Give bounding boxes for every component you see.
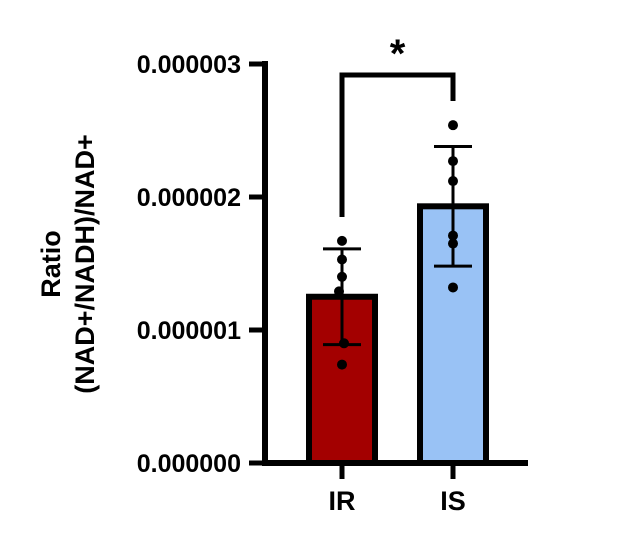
data-point-is-4 (448, 230, 458, 241)
y-axis-title-line-2: (NAD+/NADH)/NAD+ (70, 134, 100, 394)
data-point-is-5 (448, 238, 458, 249)
y-axis-title: Ratio (NAD+/NADH)/NAD+ (36, 134, 100, 394)
x-tick-label-ir: IR (329, 486, 356, 516)
data-point-is-6 (448, 282, 458, 293)
significance-label: * (390, 32, 406, 76)
data-point-ir-3 (337, 271, 347, 282)
y-axis-title-line-1: Ratio (36, 230, 66, 298)
data-point-ir-5 (339, 338, 349, 349)
y-tick-label-0: 0.000000 (137, 450, 241, 478)
y-tick-label-1: 0.000001 (137, 317, 241, 345)
labels-layer: 0.000000 0.000001 0.000002 0.000003 IR IS * (137, 32, 466, 516)
data-point-is-3 (448, 176, 458, 187)
significance-bracket (339, 72, 456, 217)
data-point-ir-1 (337, 235, 347, 246)
axes-layer (249, 61, 528, 479)
data-point-is-2 (448, 156, 458, 167)
data-point-ir-2 (337, 254, 347, 265)
x-tick-label-is: IS (440, 486, 466, 516)
y-tick-label-2: 0.000002 (137, 184, 241, 212)
data-point-ir-4 (334, 286, 344, 297)
data-point-is-1 (448, 120, 458, 131)
bars-layer (306, 120, 489, 466)
y-tick-label-3: 0.000003 (137, 51, 241, 79)
data-point-ir-6 (337, 359, 347, 370)
